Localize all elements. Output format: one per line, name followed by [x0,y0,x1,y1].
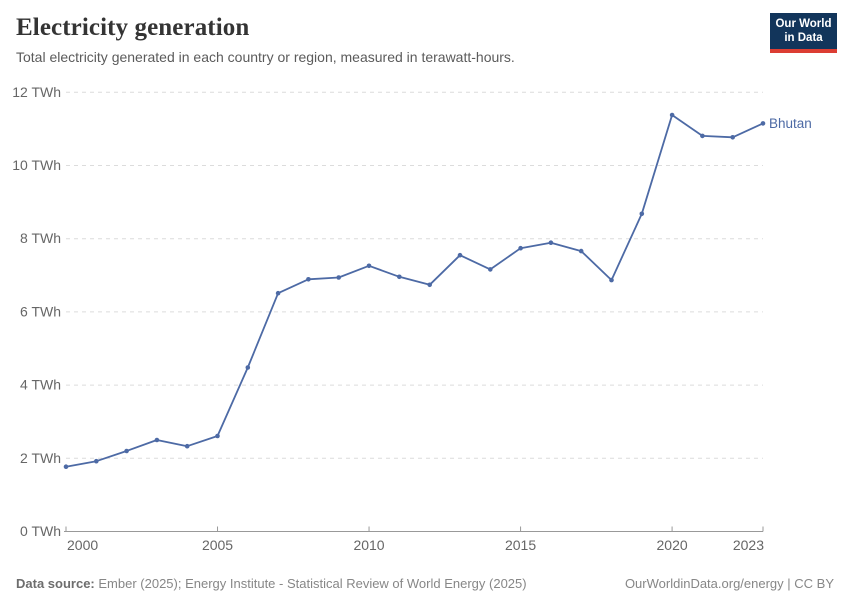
owid-logo-line2: in Data [784,32,823,45]
data-point[interactable] [306,277,311,282]
y-axis-label: 8 TWh [20,230,61,246]
data-point[interactable] [518,245,523,251]
y-axis-label: 4 TWh [20,377,61,393]
page-subtitle: Total electricity generated in each coun… [16,49,515,65]
y-axis-label: 10 TWh [12,157,61,173]
data-source-note: Data source: Ember (2025); Energy Instit… [16,576,527,591]
data-point[interactable] [397,274,402,280]
data-point[interactable] [427,282,433,288]
attribution-link[interactable]: OurWorldinData.org/energy | CC BY [624,576,834,591]
x-axis-label: 2005 [202,537,233,553]
data-point[interactable] [215,433,220,439]
x-axis-label: 2020 [657,537,688,553]
data-point[interactable] [760,121,766,126]
y-axis-label: 6 TWh [20,303,61,319]
data-source-text: Ember (2025); Energy Institute - Statist… [98,576,527,591]
data-point[interactable] [154,437,160,443]
data-point[interactable] [336,275,342,280]
x-axis-label: 2015 [505,537,536,553]
y-axis-label: 2 TWh [20,450,61,466]
data-point[interactable] [457,252,463,258]
data-point[interactable] [245,365,251,370]
data-point[interactable] [548,240,554,245]
y-axis-label: 12 TWh [12,84,61,100]
data-point[interactable] [609,277,614,283]
data-point[interactable] [275,290,281,296]
data-point[interactable] [639,211,645,217]
data-point[interactable] [730,135,735,140]
x-axis-label: 2010 [353,537,384,553]
data-point[interactable] [366,263,372,269]
data-point[interactable] [94,458,99,464]
x-axis-label: 2000 [67,537,98,553]
series-line-bhutan[interactable] [65,114,764,468]
data-point[interactable] [488,267,493,272]
data-point[interactable] [700,133,705,139]
owid-logo[interactable]: Our World in Data [770,13,837,53]
data-point[interactable] [184,443,190,449]
chart-footer: Data source: Ember (2025); Energy Instit… [16,576,834,591]
data-point[interactable] [578,248,584,254]
page-title: Electricity generation [16,14,250,41]
owid-logo-line1: Our World [775,18,832,30]
data-point[interactable] [63,464,69,470]
data-point[interactable] [669,112,675,118]
y-axis-label: 0 TWh [20,523,61,539]
x-axis-label: 2023 [733,537,764,553]
data-source-label: Data source: [16,576,95,591]
data-point[interactable] [124,448,129,454]
series-label-bhutan[interactable]: Bhutan [769,116,812,131]
